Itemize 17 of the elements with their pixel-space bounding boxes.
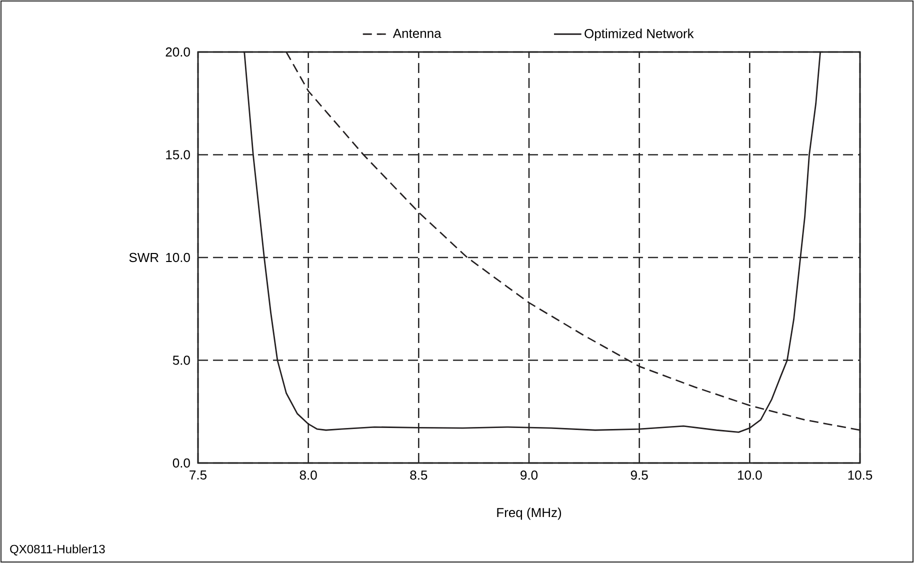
x-tick-label: 8.5 [410, 470, 428, 480]
y-tick-label: 10.0 [166, 252, 190, 262]
x-tick-label: 8.0 [300, 470, 317, 480]
x-tick-label: 10.5 [848, 470, 872, 480]
y-axis-title: SWR [129, 252, 158, 262]
y-tick-label: 20.0 [166, 47, 190, 57]
y-tick-label: 0.0 [172, 458, 190, 468]
legend-label: Antenna [392, 28, 442, 38]
x-tick-label: 10.0 [738, 470, 762, 480]
y-tick-label: 5.0 [172, 356, 190, 365]
x-tick-label: 9.0 [520, 470, 538, 480]
y-tick-label: 15.0 [166, 150, 190, 160]
legend-label: Optimized Network [584, 28, 694, 41]
x-tick-label: 7.5 [190, 470, 206, 480]
x-tick-label: 9.5 [630, 470, 648, 480]
text: QX0811-Hubler13 [10, 544, 105, 556]
x-axis-title: Freq (MHz) [497, 508, 562, 520]
